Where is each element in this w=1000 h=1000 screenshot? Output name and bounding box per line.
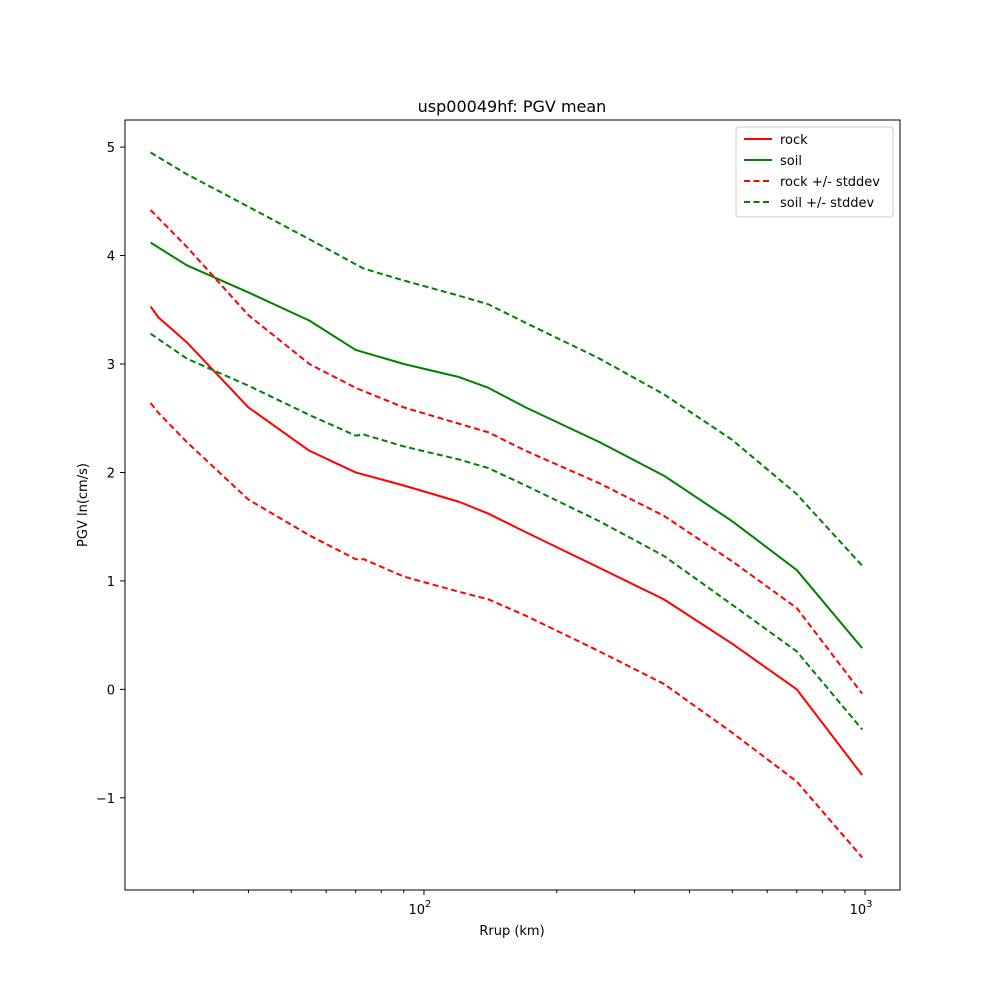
series-line-band-3-3 (149, 402, 863, 859)
chart-title: usp00049hf: PGV mean (418, 97, 607, 116)
series-line-rock-stddev-2 (149, 209, 863, 695)
axes-frame (124, 119, 901, 891)
x-tick-label: 103 (850, 899, 873, 918)
y-tick-label: 4 (107, 250, 115, 265)
y-tick-label: 2 (107, 466, 115, 481)
y-axis-label: PGV ln(cm/s) (76, 463, 91, 547)
y-tick-label: 0 (107, 683, 115, 698)
y-tick-label: 1 (107, 575, 115, 590)
y-tick-label: 3 (107, 358, 115, 373)
series-line-band-5-5 (150, 332, 863, 731)
series-line-soil-stddev-4 (150, 151, 863, 567)
x-tick-label: 102 (409, 899, 432, 918)
legend-label: soil (780, 154, 802, 169)
legend-box (735, 126, 894, 218)
legend: rock soil rock +/- stddev soil +/- stddev (735, 126, 894, 218)
plot-area: −1 0 1 2 3 4 5 102 103 rock soil rock +/- stddev soi… (96, 119, 901, 918)
legend-label: soil +/- stddev (780, 196, 875, 211)
legend-label: rock +/- stddev (780, 175, 880, 190)
x-axis-label: Rrup (km) (479, 924, 544, 939)
legend-label: rock (780, 133, 808, 148)
y-tick-label: −1 (96, 792, 115, 807)
series-line-soil-1 (150, 241, 863, 649)
series-line-rock-0 (149, 305, 863, 776)
y-tick-label: 5 (107, 141, 115, 156)
